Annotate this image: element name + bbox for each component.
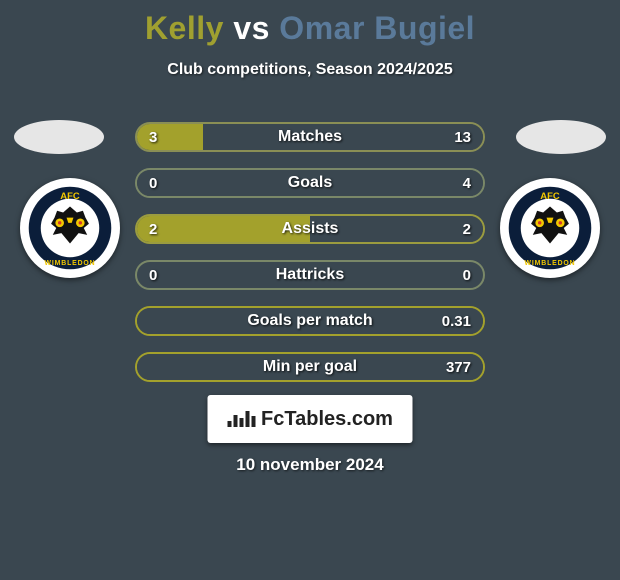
player2-club-badge: AFC WIMBLEDON	[500, 178, 600, 278]
stat-label: Hattricks	[137, 262, 483, 288]
stat-row: 04Goals	[135, 168, 485, 198]
brand-bars-icon	[227, 411, 255, 427]
stat-row: 0.31Goals per match	[135, 306, 485, 336]
page-title: Kelly vs Omar Bugiel	[0, 0, 620, 47]
player1-flag	[14, 120, 104, 154]
svg-text:WIMBLEDON: WIMBLEDON	[45, 260, 96, 267]
stats-rows: 313Matches 04Goals 22Assists 00Hattricks 0.3…	[135, 122, 485, 398]
svg-text:WIMBLEDON: WIMBLEDON	[525, 260, 576, 267]
stat-label: Goals per match	[137, 308, 483, 334]
stat-row: 00Hattricks	[135, 260, 485, 290]
brand-bar	[251, 416, 255, 427]
brand-bar	[227, 421, 231, 427]
stat-label: Assists	[137, 216, 483, 242]
stat-row: 377Min per goal	[135, 352, 485, 382]
stat-label: Goals	[137, 170, 483, 196]
stat-row: 22Assists	[135, 214, 485, 244]
brand-text: FcTables.com	[261, 408, 393, 431]
date-text: 10 november 2024	[0, 455, 620, 475]
stat-label: Min per goal	[137, 354, 483, 380]
brand-badge: FcTables.com	[208, 395, 413, 443]
player1-club-badge: AFC WIMBLEDON	[20, 178, 120, 278]
subtitle: Club competitions, Season 2024/2025	[0, 61, 620, 79]
afc-wimbledon-crest-icon: AFC WIMBLEDON	[507, 185, 593, 271]
vs-text: vs	[233, 10, 270, 46]
stat-row: 313Matches	[135, 122, 485, 152]
brand-bar	[239, 418, 243, 427]
player2-flag	[516, 120, 606, 154]
player2-name: Omar Bugiel	[279, 10, 475, 46]
stat-label: Matches	[137, 124, 483, 150]
afc-wimbledon-crest-icon: AFC WIMBLEDON	[27, 185, 113, 271]
svg-text:AFC: AFC	[540, 191, 560, 202]
brand-bar	[233, 415, 237, 427]
svg-text:AFC: AFC	[60, 191, 80, 202]
player1-name: Kelly	[145, 10, 224, 46]
brand-bar	[245, 411, 249, 427]
